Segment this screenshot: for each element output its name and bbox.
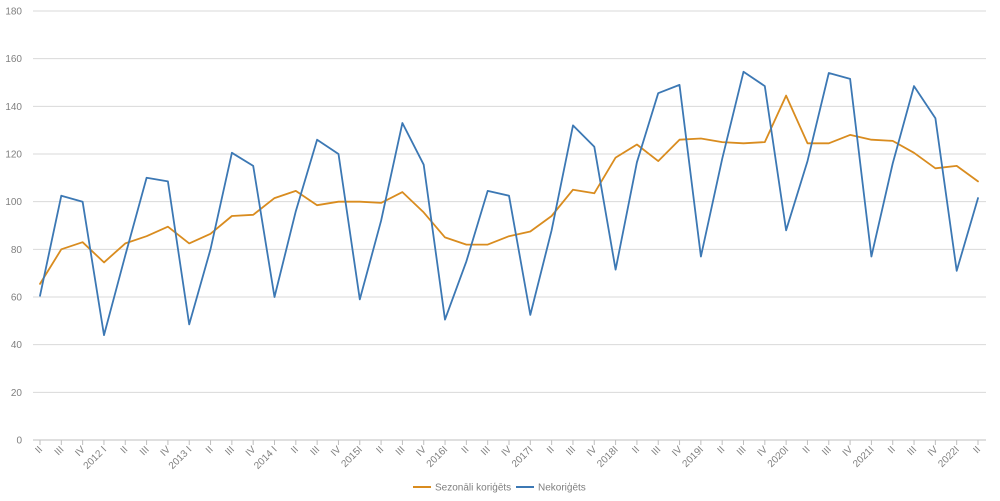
legend: Sezonāli koriģēts Nekoriģēts xyxy=(413,481,586,494)
x-tick-label: IV xyxy=(500,444,515,459)
x-tick-label: IV xyxy=(755,444,770,459)
x-tick-label: IV xyxy=(329,444,344,459)
x-tick-label: III xyxy=(905,444,919,458)
x-tick-label: III xyxy=(53,444,67,458)
series-line-2 xyxy=(39,70,979,337)
x-tick-label: 2015I xyxy=(339,444,364,469)
y-tick-label: 40 xyxy=(11,340,23,351)
x-tick-label: 2020I xyxy=(766,444,791,469)
x-tick-label: II xyxy=(801,444,813,456)
x-tick-label: IV xyxy=(841,444,856,459)
y-tick-label: 140 xyxy=(5,102,22,113)
x-tick-label: III xyxy=(394,444,408,458)
x-tick-label: III xyxy=(820,444,834,458)
x-tick-label: II xyxy=(630,444,642,456)
y-tick-label: 0 xyxy=(16,436,22,447)
x-tick-label: II xyxy=(886,444,898,456)
series-line-1 xyxy=(39,94,979,285)
x-tick-label: 2014 I xyxy=(252,444,279,471)
x-tick-label: II xyxy=(33,444,45,456)
x-tick-label: IV xyxy=(926,444,941,459)
series-lines xyxy=(39,70,979,337)
y-tick-label: 60 xyxy=(11,293,23,304)
x-tick-label: IV xyxy=(670,444,685,459)
legend-label-1: Sezonāli koriģēts xyxy=(435,481,511,494)
y-tick-label: 100 xyxy=(5,197,22,208)
x-tick-label: III xyxy=(223,444,237,458)
x-tick-label: 2018I xyxy=(595,444,620,469)
y-tick-label: 20 xyxy=(11,388,23,399)
x-tick-label: 2022I xyxy=(936,444,961,469)
x-tick-label: 2012 I xyxy=(82,444,109,471)
x-tick-label: III xyxy=(564,444,578,458)
grid-lines xyxy=(33,10,986,441)
x-tick-label: 2017I xyxy=(510,444,535,469)
x-tick-label: III xyxy=(309,444,323,458)
x-tick-label: IV xyxy=(414,444,429,459)
y-tick-label: 120 xyxy=(5,150,22,161)
x-tick-label: II xyxy=(971,444,983,456)
x-tick-label: IV xyxy=(73,444,88,459)
x-tick-label: II xyxy=(460,444,472,456)
x-tick-label: II xyxy=(289,444,301,456)
y-axis-ticks: 0 20 40 60 80 100 120 140 160 180 xyxy=(5,7,22,447)
x-tick-label: 2021I xyxy=(851,444,876,469)
x-tick-label: III xyxy=(735,444,749,458)
x-tick-label: II xyxy=(716,444,728,456)
y-tick-label: 80 xyxy=(11,245,23,256)
x-tick-label: III xyxy=(479,444,493,458)
x-tick-label: II xyxy=(375,444,387,456)
x-tick-label: IV xyxy=(244,444,259,459)
x-tick-label: 2019I xyxy=(681,444,706,469)
x-tick-label: 2016I xyxy=(425,444,450,469)
x-tick-label: III xyxy=(650,444,664,458)
x-tick-label: III xyxy=(138,444,152,458)
x-tick-label: II xyxy=(204,444,216,456)
y-tick-label: 180 xyxy=(5,7,22,18)
y-tick-label: 160 xyxy=(5,54,22,65)
x-tick-label: IV xyxy=(585,444,600,459)
legend-label-2: Nekoriģēts xyxy=(538,481,586,494)
x-tick-label: II xyxy=(545,444,557,456)
x-tick-label: II xyxy=(119,444,131,456)
x-tick-label: IV xyxy=(159,444,174,459)
x-tick-label: 2013 I xyxy=(167,444,194,471)
